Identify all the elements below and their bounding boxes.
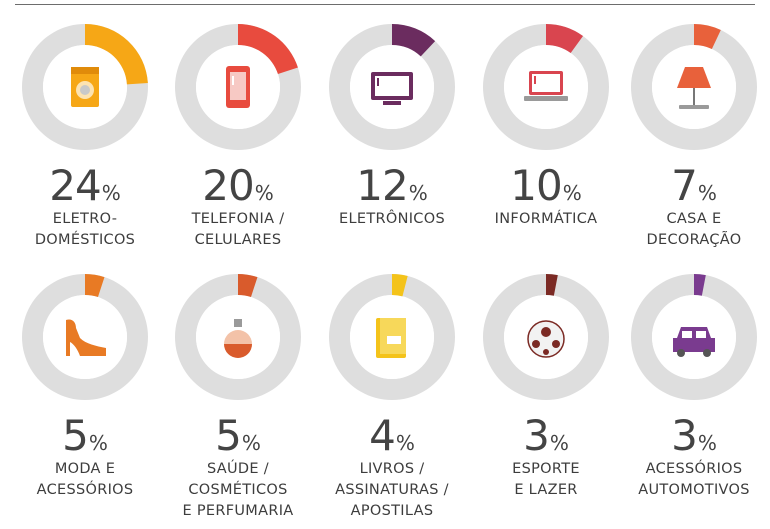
percentage-value: 3% [469,412,623,467]
donut-track [630,274,757,400]
category-label: INFORMÁTICA [494,211,598,227]
donut-slice [238,274,258,298]
category-item: 3% ACESSÓRIOS AUTOMOTIVOS [617,272,770,498]
percentage-unit: % [408,181,428,205]
category-label: LIVROS / ASSINATURAS / APOSTILAS [335,461,449,519]
category-label: CASA E DECORAÇÃO [646,211,742,248]
percentage-unit: % [697,181,717,205]
category-item: 3% ESPORTE E LAZER [469,272,623,498]
smartphone-icon [226,66,250,108]
donut-slice [694,24,721,49]
percentage-number: 20 [202,161,254,210]
percentage-value: 10% [469,162,623,217]
percentage-value: 4% [315,412,469,467]
donut-chart [630,274,757,400]
percentage-number: 3 [523,411,550,460]
donut-slice [392,24,436,57]
soccer-ball-icon [527,320,565,358]
donut-slice [238,24,298,75]
donut-chart [21,274,148,400]
donut-chart [482,24,609,150]
percentage-number: 24 [49,161,101,210]
percentage-unit: % [549,431,569,455]
donut-chart [630,24,757,150]
percentage-unit: % [697,431,717,455]
percentage-number: 12 [356,161,408,210]
donut-track [630,24,757,150]
category-label: ESPORTE E LAZER [512,461,580,498]
percentage-number: 3 [671,411,698,460]
donut-slice [85,274,105,298]
donut-chart [174,24,301,150]
percentage-number: 7 [671,161,698,210]
donut-slice [546,274,558,296]
percentage-unit: % [562,181,582,205]
category-item: 4% LIVROS / ASSINATURAS / APOSTILAS [315,272,469,519]
perfume-icon [224,319,252,358]
category-label: ELETRO- DOMÉSTICOS [34,211,136,248]
donut-track [174,274,301,400]
percentage-number: 10 [510,161,562,210]
donut-track [328,274,455,400]
donut-slice [85,24,148,85]
donut-chart [21,24,148,150]
category-label: ACESSÓRIOS AUTOMOTIVOS [638,461,750,498]
percentage-value: 12% [315,162,469,217]
donut-chart [482,274,609,400]
category-item: 12% ELETRÔNICOS [315,22,469,227]
high-heel-icon [66,319,106,356]
donut-track [21,274,148,400]
donut-chart [328,24,455,150]
donut-track [482,274,609,400]
washing-machine-icon [71,67,99,107]
percentage-value: 5% [8,412,162,467]
percentage-value: 20% [161,162,315,217]
percentage-value: 7% [617,162,770,217]
category-label: TELEFONIA / CELULARES [191,211,285,248]
percentage-unit: % [254,181,274,205]
category-item: 5% SAÚDE / COSMÉTICOS E PERFUMARIA [161,272,315,519]
percentage-number: 4 [369,411,396,460]
donut-slice [392,274,408,297]
book-icon [376,318,406,358]
donut-center [43,295,127,379]
car-icon [673,327,715,357]
category-item: 24% ELETRO- DOMÉSTICOS [8,22,162,248]
percentage-value: 24% [8,162,162,217]
percentage-unit: % [101,181,121,205]
donut-track [482,24,609,150]
lamp-icon [677,67,711,109]
percentage-value: 5% [161,412,315,467]
donut-slice [694,274,706,296]
donut-chart [328,274,455,400]
percentage-unit: % [395,431,415,455]
category-item: 5% MODA E ACESSÓRIOS [8,272,162,498]
category-label: MODA E ACESSÓRIOS [36,461,134,498]
category-item: 7% CASA E DECORAÇÃO [617,22,770,248]
laptop-icon [524,71,568,101]
category-label: ELETRÔNICOS [339,211,445,227]
percentage-unit: % [241,431,261,455]
donut-slice [546,24,584,54]
category-label: SAÚDE / COSMÉTICOS E PERFUMARIA [182,461,294,519]
percentage-value: 3% [617,412,770,467]
percentage-number: 5 [62,411,89,460]
percentage-number: 5 [215,411,242,460]
category-item: 10% INFORMÁTICA [469,22,623,227]
tv-icon [371,72,413,105]
top-divider [15,4,755,5]
category-item: 20% TELEFONIA / CELULARES [161,22,315,248]
percentage-unit: % [88,431,108,455]
donut-chart [174,274,301,400]
donut-track [328,24,455,150]
